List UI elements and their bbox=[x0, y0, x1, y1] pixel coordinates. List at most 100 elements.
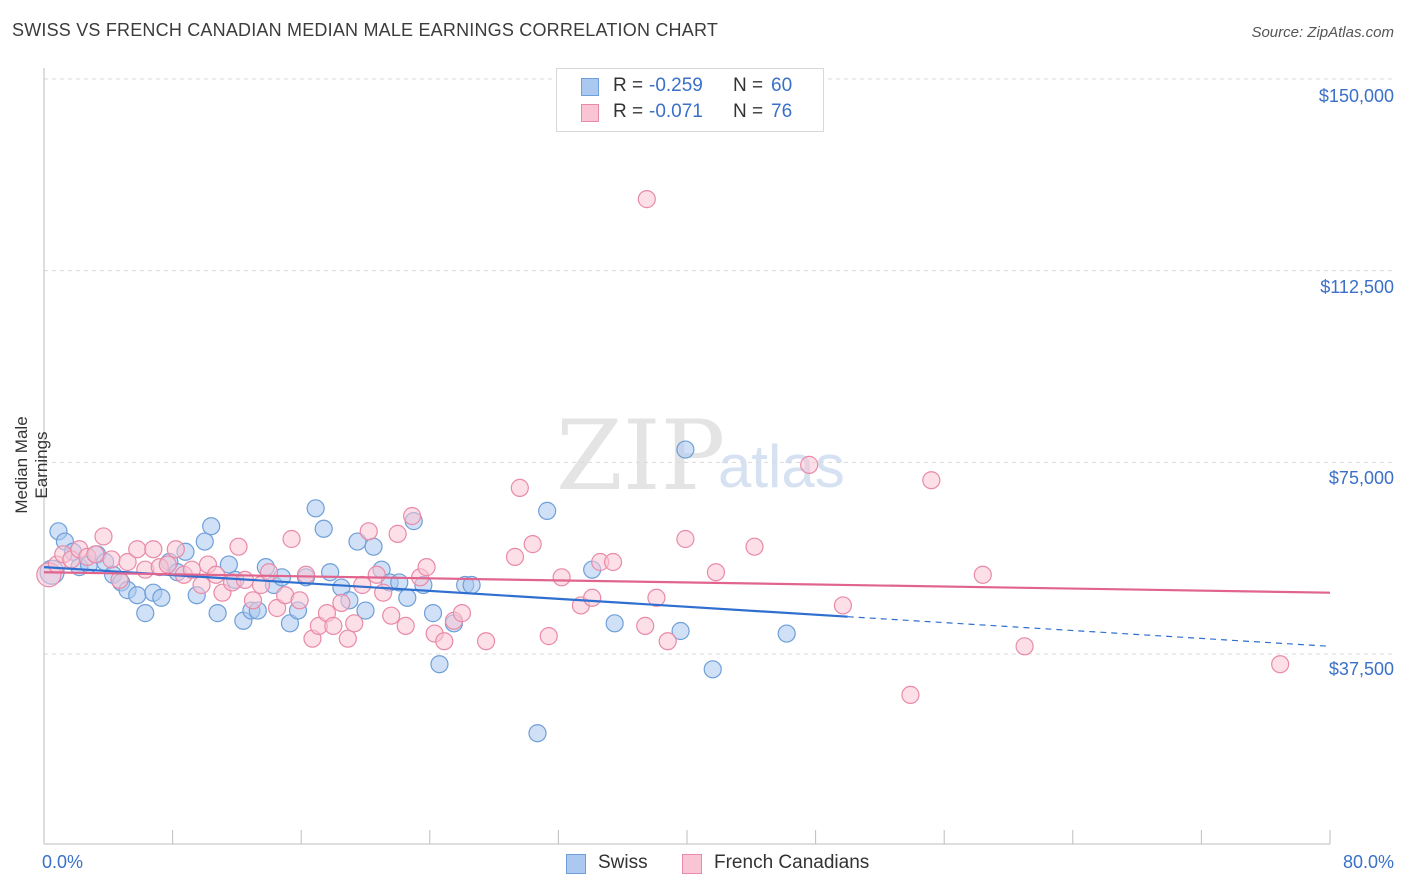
french-canadians-point bbox=[259, 563, 279, 582]
swiss-point bbox=[398, 588, 417, 607]
legend-swatch-french-canadians bbox=[581, 104, 599, 122]
french-canadians-point bbox=[435, 632, 454, 651]
swatch-swiss bbox=[566, 854, 586, 874]
french-canadians-point bbox=[243, 591, 263, 610]
french-canadians-point bbox=[359, 522, 378, 541]
french-canadians-point bbox=[290, 591, 309, 610]
watermark-atlas: atlas bbox=[718, 433, 845, 500]
french-canadians-point bbox=[192, 575, 211, 595]
swiss-point bbox=[314, 519, 333, 538]
french-canadians-point bbox=[403, 506, 422, 526]
watermark-zip: ZIP bbox=[556, 400, 726, 512]
swiss-point bbox=[280, 614, 300, 633]
swiss-point bbox=[356, 601, 375, 620]
swiss-point bbox=[348, 532, 367, 551]
swiss-point bbox=[703, 660, 722, 679]
swiss-point bbox=[219, 555, 238, 574]
french-canadians-point bbox=[166, 540, 185, 559]
legend-r-value: -0.259 bbox=[649, 75, 703, 96]
french-canadians-point bbox=[282, 529, 301, 549]
french-canadians-point bbox=[144, 540, 163, 559]
swiss-point bbox=[676, 440, 695, 459]
french-canadians-point bbox=[353, 575, 372, 595]
french-canadians-point bbox=[396, 616, 415, 635]
french-canadians-point bbox=[324, 616, 343, 635]
french-canadians-point bbox=[706, 563, 726, 582]
french-canadians-point bbox=[102, 550, 121, 569]
french-canadians-point bbox=[86, 545, 105, 564]
legend-r-value: -0.071 bbox=[649, 101, 703, 122]
source-credit: Source: ZipAtlas.com bbox=[1251, 24, 1394, 41]
french-canadians-point bbox=[118, 552, 137, 572]
french-canadians-point bbox=[745, 537, 764, 556]
swiss-point bbox=[208, 604, 227, 623]
y-axis-label: Median Male Earnings bbox=[12, 416, 51, 514]
french-canadians-point bbox=[452, 604, 472, 623]
chart-title: SWISS VS FRENCH CANADIAN MEDIAN MALE EAR… bbox=[12, 20, 719, 40]
french-canadians-point bbox=[973, 565, 992, 584]
swatch-french-canadians bbox=[682, 854, 702, 874]
french-canadians-point bbox=[523, 535, 542, 554]
french-canadians-point bbox=[388, 524, 407, 543]
series-label-french-canadians: French Canadians bbox=[714, 852, 870, 873]
legend-r-label: R = bbox=[613, 101, 644, 122]
french-canadians-point bbox=[158, 555, 177, 574]
series-label-swiss: Swiss bbox=[598, 852, 648, 873]
swiss-point bbox=[306, 499, 325, 518]
legend-n-label: N = bbox=[733, 75, 764, 96]
french-canadians-point bbox=[901, 685, 920, 704]
y-tick-label-75000: $75,000 bbox=[1328, 468, 1394, 488]
swiss-point bbox=[321, 563, 340, 582]
french-canadians-point bbox=[552, 568, 571, 587]
french-canadians-point bbox=[417, 558, 436, 577]
french-canadians-point bbox=[539, 627, 558, 646]
french-canadians-point bbox=[94, 527, 113, 546]
swiss-point bbox=[423, 604, 443, 623]
french-canadians-point bbox=[382, 606, 401, 625]
swiss-point bbox=[195, 532, 214, 551]
legend-swatch-swiss bbox=[581, 78, 599, 96]
french-canadians-point bbox=[1271, 655, 1290, 674]
swiss-point bbox=[364, 537, 383, 556]
french-canadians-point bbox=[367, 565, 386, 584]
swiss-trend-extension bbox=[847, 616, 1331, 647]
french-canadians-point bbox=[296, 565, 316, 584]
legend-r-label: R = bbox=[613, 75, 644, 96]
french-canadians-point bbox=[658, 632, 677, 651]
legend-n-label: N = bbox=[733, 101, 764, 122]
legend-n-value: 60 bbox=[771, 75, 793, 96]
y-tick-label-112500: $112,500 bbox=[1320, 277, 1394, 297]
french-canadians-point bbox=[332, 593, 351, 612]
french-canadians-point bbox=[345, 614, 364, 633]
french-canadians-point bbox=[476, 632, 496, 651]
swiss-point bbox=[136, 604, 155, 623]
y-tick-label-150000: $150,000 bbox=[1318, 86, 1394, 106]
french-canadians-point bbox=[267, 598, 287, 618]
french-canadians-point bbox=[338, 629, 357, 648]
swiss-point bbox=[777, 624, 796, 643]
swiss-point bbox=[538, 501, 557, 520]
french-canadians-point bbox=[505, 547, 525, 566]
swiss-point bbox=[605, 614, 624, 633]
french-canadians-point bbox=[583, 588, 602, 607]
french-canadians-point bbox=[603, 552, 623, 572]
swiss-point bbox=[528, 724, 547, 743]
french-canadians-point bbox=[833, 596, 853, 615]
french-canadians-point bbox=[647, 588, 666, 607]
swiss-point bbox=[202, 517, 221, 536]
swiss-point bbox=[430, 655, 449, 674]
french-canadians-point bbox=[1015, 637, 1034, 656]
french-canadians-point bbox=[128, 540, 147, 559]
y-tick-label-37500: $37,500 bbox=[1328, 659, 1394, 679]
swiss-point bbox=[152, 588, 171, 607]
french-canadians-point bbox=[636, 616, 655, 635]
french-canadians-point bbox=[229, 537, 248, 556]
x-tick-label-min: 0.0% bbox=[42, 852, 84, 872]
legend-n-value: 76 bbox=[771, 101, 793, 122]
french-canadians-point bbox=[510, 478, 529, 497]
swiss-point bbox=[671, 621, 690, 641]
french-canadians-point bbox=[922, 471, 941, 490]
french-canadians-point bbox=[676, 529, 695, 549]
correlation-legend: R = -0.259 N = 60 R = -0.071 N = 76 bbox=[556, 68, 824, 132]
